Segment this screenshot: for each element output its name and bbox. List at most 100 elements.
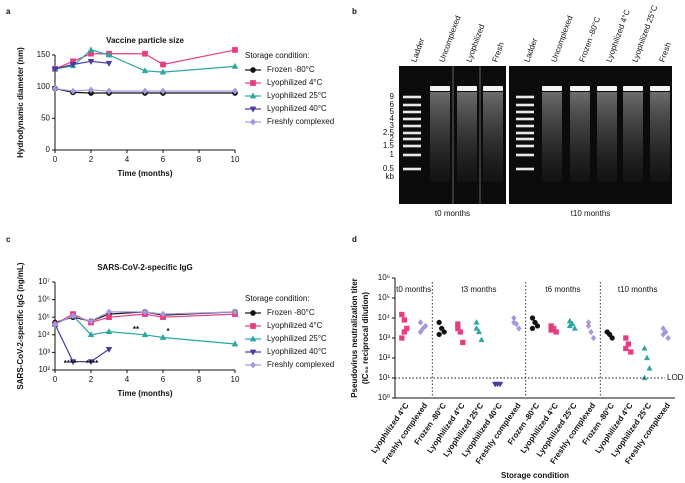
marker	[399, 335, 405, 341]
annotation: *	[166, 327, 170, 336]
marker	[585, 322, 592, 330]
marker	[460, 339, 466, 346]
chart-title: Vaccine particle size	[106, 36, 184, 45]
marker	[70, 312, 76, 320]
x-tick-label: 2	[89, 375, 94, 384]
marker	[566, 322, 573, 329]
marker	[439, 325, 445, 332]
marker	[249, 106, 257, 113]
series-line	[54, 60, 110, 70]
marker	[106, 308, 112, 316]
marker	[436, 319, 442, 326]
marker	[88, 86, 94, 94]
ladder-band	[516, 131, 534, 135]
marker	[232, 47, 238, 53]
sample-smear	[570, 92, 590, 182]
marker	[87, 331, 95, 338]
marker	[250, 361, 256, 369]
marker	[249, 335, 257, 342]
y-tick-label: 100	[37, 82, 51, 91]
y-tick-label: 10¹	[378, 373, 390, 382]
x-tick-label: 10	[231, 375, 240, 384]
x-tick-label: 4	[125, 155, 130, 164]
ladder-label: 1.5	[383, 141, 395, 150]
marker	[417, 328, 424, 336]
series-line	[54, 315, 236, 345]
lane-label: Lyophilized	[464, 23, 486, 63]
ladder-label: 0.5	[383, 164, 395, 173]
y-tick-label: 10⁷	[38, 277, 50, 286]
x-tick-label: 10	[231, 155, 240, 164]
marker	[609, 335, 615, 341]
ladder-band	[403, 110, 421, 114]
lane-label: Fresh	[490, 41, 505, 63]
sample-band	[650, 86, 670, 91]
sample-smear	[597, 92, 617, 182]
sample-smear	[542, 92, 562, 182]
x-axis-label: Time (months)	[118, 389, 173, 398]
ladder-band	[516, 103, 534, 107]
y-tick-label: 10⁴	[378, 313, 391, 322]
marker	[588, 328, 594, 336]
legend-label: Frozen -80°C	[267, 308, 315, 317]
y-tick-label: 10⁵	[378, 293, 390, 302]
group-label: t6 months	[545, 285, 580, 294]
group-label: t3 months	[461, 285, 496, 294]
marker	[105, 51, 113, 58]
marker	[249, 349, 257, 356]
ladder-label: 9	[390, 92, 395, 101]
y-tick-label: 150	[37, 50, 51, 59]
panel-label: c	[6, 235, 11, 244]
ladder-band	[516, 153, 534, 157]
sample-band	[457, 86, 477, 91]
marker	[497, 381, 504, 388]
marker	[516, 325, 522, 332]
sample-band	[597, 86, 617, 91]
marker	[160, 310, 166, 318]
marker	[88, 317, 94, 325]
marker	[455, 321, 461, 327]
panel-label: a	[6, 7, 11, 16]
y-tick-label: 10²	[378, 353, 390, 362]
ladder-band	[516, 137, 534, 141]
x-tick-label: 2	[89, 155, 94, 164]
marker	[401, 317, 407, 323]
ladder-label: 2	[390, 134, 395, 143]
legend-label: Lyophilized 25°C	[267, 91, 327, 100]
marker	[422, 322, 429, 330]
marker	[232, 87, 238, 95]
marker	[250, 310, 256, 316]
marker	[52, 85, 58, 93]
y-tick-label: 10³	[378, 333, 390, 342]
marker	[142, 87, 148, 95]
marker	[571, 325, 578, 331]
lane-label: Frozen -80°C	[577, 15, 602, 63]
y-tick-label: 10⁶	[378, 273, 390, 282]
legend-label: Frozen -80°C	[267, 65, 315, 74]
marker	[534, 323, 541, 329]
marker	[436, 331, 442, 338]
marker	[106, 87, 112, 95]
marker	[473, 325, 480, 331]
marker	[87, 46, 95, 53]
lane-label: Lyophilized 4°C	[604, 8, 631, 63]
sample-band	[483, 86, 503, 91]
marker	[250, 118, 256, 126]
x-tick-label: 6	[161, 155, 166, 164]
marker	[532, 319, 538, 326]
ladder-band	[403, 137, 421, 141]
ladder-band	[403, 131, 421, 135]
x-axis-label: Storage condition	[501, 471, 569, 480]
x-axis-label: Time (months)	[118, 169, 173, 178]
legend-label: Lyophilized 40°C	[267, 104, 327, 113]
marker	[625, 341, 631, 347]
legend-title: Storage condition:	[245, 294, 310, 303]
y-axis-label: (IC₅₀ reciprocal dilution)	[361, 292, 370, 385]
legend-label: Lyophilized 4°C	[267, 321, 323, 330]
marker	[590, 334, 597, 342]
sample-smear	[623, 92, 643, 182]
panel-label: d	[352, 235, 357, 244]
sample-smear	[483, 92, 503, 182]
marker	[159, 333, 167, 340]
marker	[441, 329, 447, 335]
